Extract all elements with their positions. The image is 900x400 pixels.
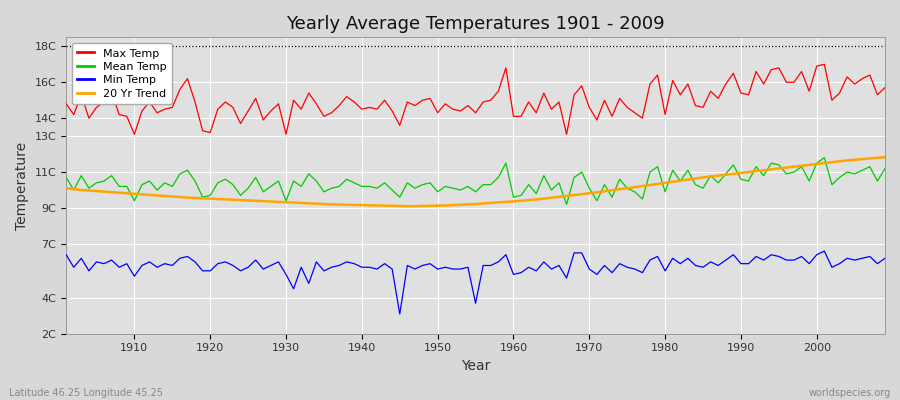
X-axis label: Year: Year — [461, 359, 491, 373]
Y-axis label: Temperature: Temperature — [15, 142, 29, 230]
Legend: Max Temp, Mean Temp, Min Temp, 20 Yr Trend: Max Temp, Mean Temp, Min Temp, 20 Yr Tre… — [72, 43, 172, 104]
Title: Yearly Average Temperatures 1901 - 2009: Yearly Average Temperatures 1901 - 2009 — [286, 15, 665, 33]
Text: Latitude 46.25 Longitude 45.25: Latitude 46.25 Longitude 45.25 — [9, 388, 163, 398]
Text: worldspecies.org: worldspecies.org — [809, 388, 891, 398]
